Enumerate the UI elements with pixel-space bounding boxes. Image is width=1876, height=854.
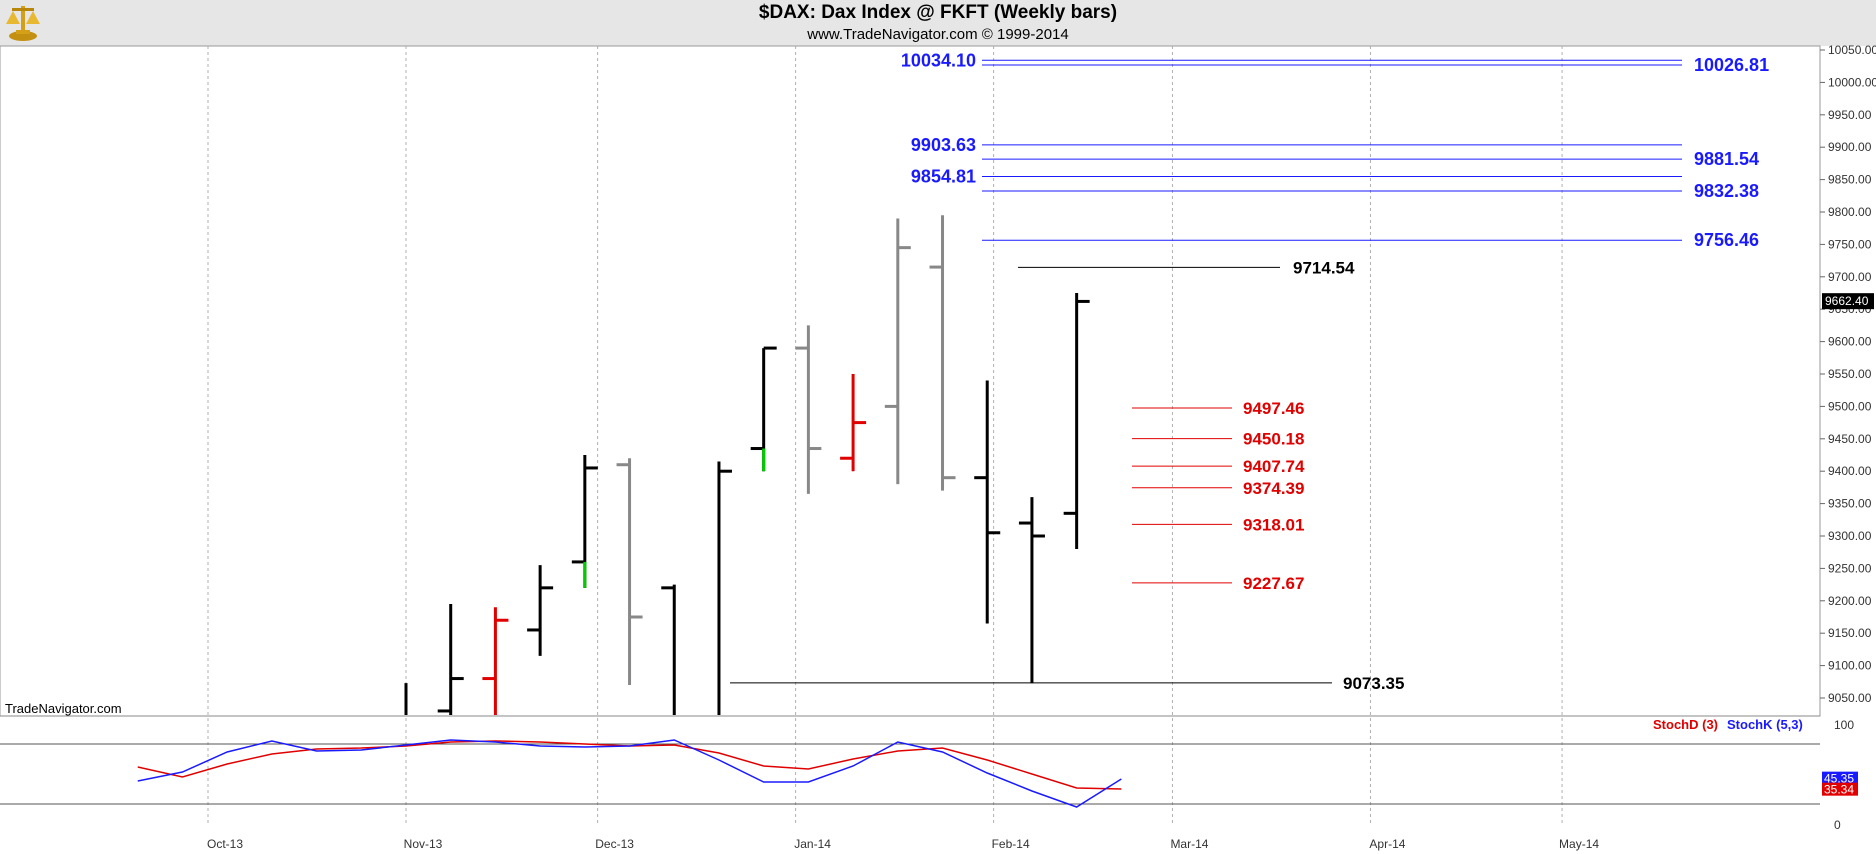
y-tick-label: 9450.00 [1828, 432, 1872, 446]
y-tick-label: 9850.00 [1828, 173, 1872, 187]
x-tick-label: Feb-14 [992, 837, 1030, 851]
stochd-line [137, 740, 1122, 790]
plot-frame [0, 45, 1821, 717]
level-label: 9374.39 [1243, 479, 1304, 498]
chart-title: $DAX: Dax Index @ FKFT (Weekly bars) [758, 2, 1118, 23]
stochk-value-label: 45.35 [1824, 772, 1854, 786]
level-label: 10026.81 [1694, 55, 1769, 75]
x-tick-label: Dec-13 [595, 837, 634, 851]
stochk-line [137, 739, 1122, 808]
y-tick-label: 9400.00 [1828, 464, 1872, 478]
stoch-y-tick-label: 0 [1834, 818, 1841, 832]
title-bar [0, 0, 1876, 46]
last-price-tag [1822, 293, 1874, 310]
y-tick-label: 9700.00 [1828, 270, 1872, 284]
level-label: 9854.81 [911, 166, 976, 186]
level-label: 9073.35 [1343, 674, 1404, 693]
tradenavigator-logo-icon [6, 6, 40, 41]
level-label: 9832.38 [1694, 181, 1759, 201]
stochk-value-tag [1822, 771, 1858, 785]
level-label: 9881.54 [1694, 149, 1759, 169]
stochd-value-tag [1822, 782, 1858, 796]
stochk-legend: StochK (5,3) [1727, 717, 1803, 732]
price-levels: 10034.10 10026.81 9903.63 9881.54 9854.81 983… [730, 50, 1769, 693]
price-axis: 9050.00 9100.00 9150.00 9200.00 9250.00 9300.… [1820, 43, 1876, 705]
y-tick-label: 9800.00 [1828, 205, 1872, 219]
level-label: 9903.63 [911, 135, 976, 155]
level-label: 9497.46 [1243, 399, 1304, 418]
chart-subtitle: www.TradeNavigator.com © 1999-2014 [807, 26, 1069, 43]
date-axis: Oct-13 Nov-13 Dec-13 Jan-14 Feb-14 Mar-14 Apr-… [207, 837, 1599, 851]
y-tick-label: 9500.00 [1828, 399, 1872, 413]
level-label: 10034.10 [901, 50, 976, 70]
y-tick-label: 9350.00 [1828, 497, 1872, 511]
level-label: 9227.67 [1243, 574, 1304, 593]
y-tick-label: 9750.00 [1828, 237, 1872, 251]
y-tick-label: 9300.00 [1828, 529, 1872, 543]
last-price-label: 9662.40 [1825, 294, 1869, 308]
x-tick-label: Mar-14 [1170, 837, 1208, 851]
level-label: 9714.54 [1293, 258, 1355, 277]
y-tick-label: 9150.00 [1828, 626, 1872, 640]
y-tick-label: 9200.00 [1828, 594, 1872, 608]
level-label: 9450.18 [1243, 430, 1304, 449]
x-tick-label: Apr-14 [1369, 837, 1405, 851]
x-tick-label: Jan-14 [794, 837, 831, 851]
stochd-legend: StochD (3) [1653, 717, 1718, 732]
y-tick-label: 9600.00 [1828, 335, 1872, 349]
y-tick-label: 9250.00 [1828, 561, 1872, 575]
level-label: 9756.46 [1694, 230, 1759, 250]
watermark-text: TradeNavigator.com [5, 701, 122, 716]
y-tick-label: 9100.00 [1828, 659, 1872, 673]
stochd-value-label: 35.34 [1824, 783, 1854, 797]
y-tick-label: 10000.00 [1828, 75, 1876, 89]
level-label: 9407.74 [1243, 457, 1305, 476]
ohlc-bars [404, 215, 1090, 715]
x-tick-label: Nov-13 [404, 837, 443, 851]
y-tick-label: 9900.00 [1828, 140, 1872, 154]
x-tick-label: May-14 [1559, 837, 1599, 851]
y-tick-label: 9550.00 [1828, 367, 1872, 381]
stoch-y-tick-label: 100 [1834, 718, 1854, 732]
x-tick-label: Oct-13 [207, 837, 243, 851]
level-label: 9318.01 [1243, 515, 1304, 534]
y-tick-label: 9050.00 [1828, 691, 1872, 705]
y-tick-label: 10050.00 [1828, 43, 1876, 57]
y-tick-label: 9950.00 [1828, 108, 1872, 122]
